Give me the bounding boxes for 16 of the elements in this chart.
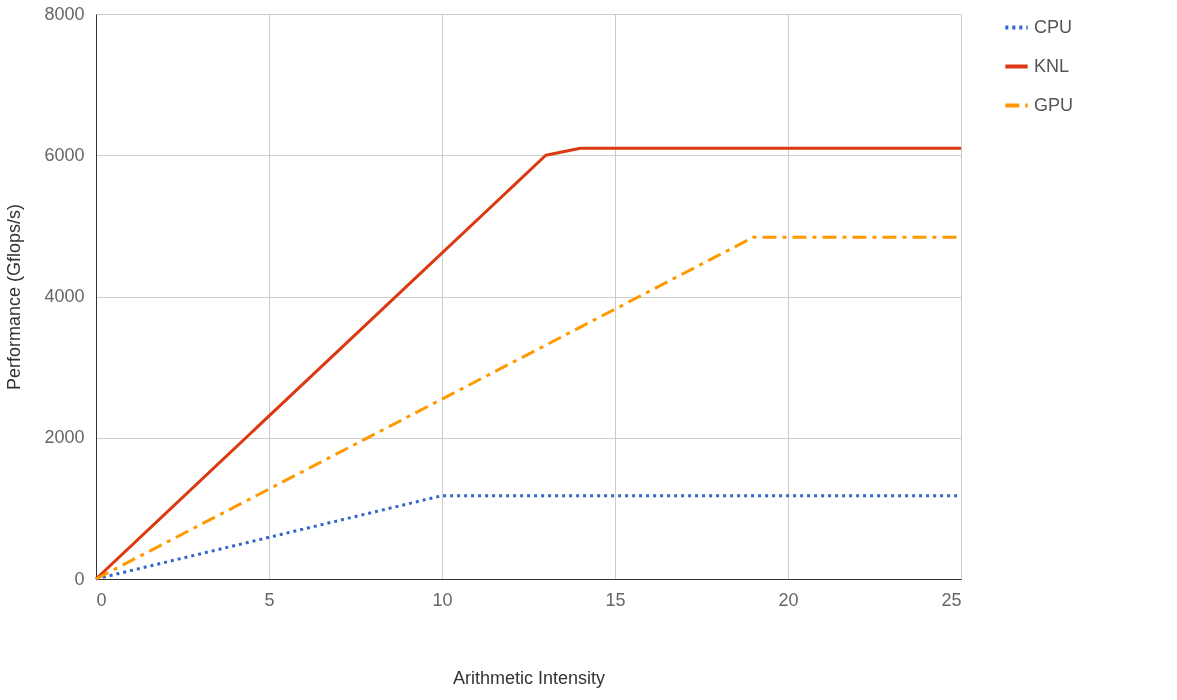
y-tick-label: 2000 [44,427,85,448]
legend-label: KNL [1034,55,1070,76]
x-tick-label: 20 [778,589,799,610]
x-tick-label: 25 [941,589,962,610]
y-tick-label: 4000 [44,286,85,306]
x-tick-label: 15 [605,589,626,610]
x-tick-label: 5 [264,589,275,610]
x-axis-title: Arithmetic Intensity [452,667,606,688]
legend-label: GPU [1034,94,1074,115]
y-tick-label: 8000 [44,3,85,24]
y-axis-title: Performance (Gflops/s) [4,203,25,391]
x-tick-label: 10 [432,589,453,610]
y-tick-label: 6000 [44,144,85,165]
x-tick-label: 0 [96,589,107,610]
y-tick-label: 0 [74,568,85,589]
legend-label: CPU [1034,16,1073,37]
